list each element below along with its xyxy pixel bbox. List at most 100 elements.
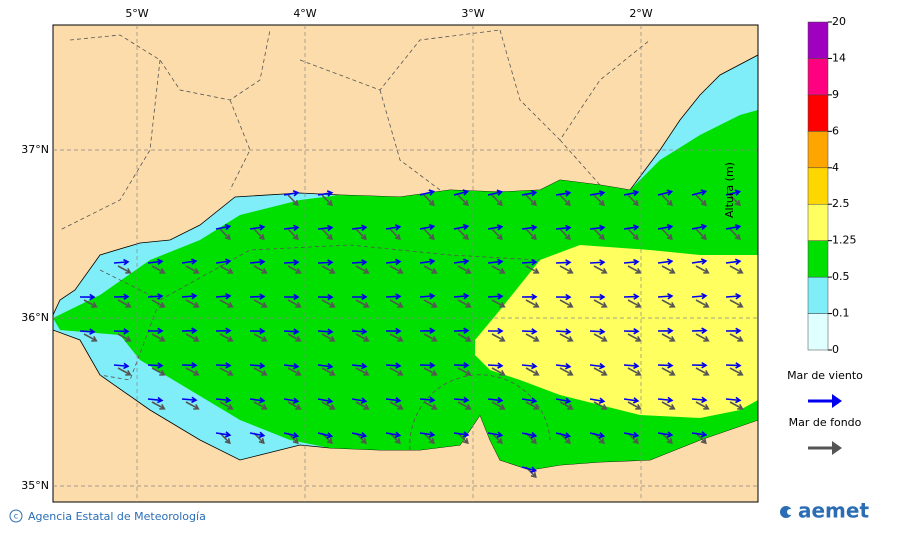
arrow — [321, 265, 336, 274]
arrow — [589, 293, 606, 301]
arrow — [593, 401, 608, 410]
arrow — [219, 367, 234, 376]
arrow — [423, 333, 438, 342]
arrow — [283, 190, 300, 197]
arrow — [355, 333, 370, 342]
arrow — [317, 224, 334, 232]
arrow — [389, 367, 404, 376]
arrow — [729, 401, 744, 410]
arrow — [521, 189, 538, 197]
arrow — [423, 432, 435, 445]
arrow — [657, 258, 674, 265]
sea-yellow — [475, 245, 758, 418]
arrow — [657, 327, 674, 335]
lat-label: 35°N — [21, 479, 49, 492]
colorbar-segment — [807, 167, 829, 205]
arrow — [593, 265, 608, 274]
arrow — [487, 293, 504, 300]
arrow — [253, 228, 265, 241]
arrow — [691, 223, 708, 231]
legend-arrowhead — [832, 394, 842, 408]
arrow — [423, 265, 438, 274]
arrow — [317, 363, 334, 370]
arrow — [521, 431, 538, 439]
arrow — [355, 401, 370, 410]
lat-label: 36°N — [21, 311, 49, 324]
arrow — [725, 293, 742, 300]
logo: aemet — [798, 499, 869, 523]
arrow — [419, 258, 436, 265]
arrow — [695, 194, 707, 207]
arrow — [321, 299, 336, 308]
lon-label: 5°W — [125, 7, 148, 20]
arrow — [521, 466, 537, 473]
colorbar-title: Altura (m) — [723, 162, 736, 218]
arrow — [219, 228, 231, 241]
arrow — [453, 292, 470, 300]
arrow — [491, 333, 506, 342]
arrow — [521, 328, 538, 335]
arrow — [151, 367, 166, 376]
arrow — [695, 401, 710, 410]
arrow — [317, 328, 334, 335]
arrow — [453, 362, 470, 369]
arrow — [661, 367, 676, 376]
arrow — [283, 432, 300, 439]
arrow — [589, 397, 606, 404]
arrow — [185, 299, 200, 308]
arrow — [287, 265, 302, 274]
arrow — [657, 431, 674, 438]
arrow — [559, 367, 574, 376]
arrow — [147, 362, 164, 369]
arrow — [555, 432, 572, 439]
arrow — [215, 431, 232, 438]
arrow — [287, 299, 302, 308]
arrow — [521, 397, 538, 404]
arrow — [355, 367, 370, 376]
arrow — [185, 265, 200, 274]
arrow — [385, 431, 402, 438]
colorbar-label: 4 — [832, 161, 839, 174]
colorbar-segment — [807, 313, 829, 351]
arrow — [593, 194, 605, 207]
arrow — [151, 401, 166, 410]
arrow — [593, 333, 608, 342]
arrow — [117, 299, 132, 308]
arrow — [589, 432, 606, 439]
arrow — [725, 396, 742, 404]
arrow — [661, 401, 676, 410]
arrow — [351, 397, 368, 404]
arrow — [321, 228, 333, 241]
arrow — [627, 265, 642, 274]
lon-label: 4°W — [293, 7, 316, 20]
arrow — [351, 362, 368, 370]
arrow — [283, 328, 300, 335]
arrow — [453, 431, 470, 438]
colorbar-segment — [807, 276, 829, 314]
arrow — [385, 224, 402, 231]
arrow — [147, 293, 164, 300]
arrow — [113, 293, 130, 301]
arrow — [657, 362, 674, 369]
arrow — [559, 401, 574, 410]
arrow — [695, 265, 710, 274]
arrow — [491, 194, 503, 207]
arrow — [215, 362, 232, 369]
arrow — [389, 299, 404, 308]
arrow — [623, 258, 640, 266]
arrow — [555, 363, 572, 370]
arrow — [589, 328, 606, 335]
colorbar-segment — [807, 131, 829, 169]
arrow — [657, 223, 674, 231]
map-area — [53, 25, 758, 502]
arrow — [521, 224, 538, 231]
arrow — [623, 362, 640, 370]
arrow — [457, 265, 472, 274]
arrow — [249, 224, 266, 231]
arrow — [521, 362, 538, 370]
arrow — [691, 292, 708, 300]
arrow — [691, 431, 708, 438]
legend: Mar de viento Mar de fondo — [787, 369, 863, 455]
arrow — [317, 397, 334, 405]
